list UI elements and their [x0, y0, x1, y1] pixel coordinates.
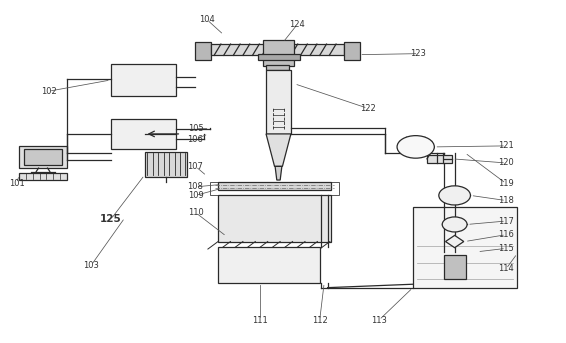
Text: 109: 109 [187, 191, 203, 200]
Bar [218, 196, 331, 241]
Bar [19, 173, 67, 180]
Text: 123: 123 [410, 49, 426, 58]
Text: 107: 107 [187, 162, 203, 171]
Text: 106: 106 [187, 134, 203, 144]
Bar [444, 255, 466, 279]
Circle shape [442, 217, 467, 232]
Bar [24, 149, 62, 165]
Bar [209, 182, 340, 196]
Text: 121: 121 [498, 141, 514, 150]
Text: 104: 104 [199, 15, 215, 24]
Bar [258, 54, 300, 60]
Bar [111, 64, 175, 96]
Bar [266, 64, 289, 70]
Bar [195, 42, 211, 60]
Polygon shape [266, 134, 291, 166]
Bar [266, 70, 291, 134]
Text: 116: 116 [498, 230, 514, 239]
Text: 119: 119 [498, 179, 514, 188]
Bar [413, 208, 517, 288]
Bar [211, 44, 344, 55]
Bar [145, 152, 187, 177]
Bar [344, 42, 360, 60]
Text: 113: 113 [371, 316, 387, 324]
Text: 101: 101 [8, 179, 24, 188]
Polygon shape [445, 235, 464, 248]
Text: 125: 125 [100, 214, 122, 224]
Bar [218, 182, 331, 190]
Text: 117: 117 [498, 216, 514, 226]
Text: 118: 118 [498, 196, 514, 205]
Text: 105: 105 [187, 124, 203, 133]
Circle shape [397, 135, 434, 158]
Text: 114: 114 [498, 264, 514, 273]
Bar [218, 247, 320, 283]
Bar [111, 119, 175, 149]
Polygon shape [275, 166, 282, 180]
Text: 103: 103 [83, 261, 99, 270]
Text: 110: 110 [187, 208, 203, 217]
Bar [427, 155, 452, 163]
Text: 102: 102 [41, 87, 57, 96]
Text: 122: 122 [360, 104, 376, 113]
Text: 120: 120 [498, 158, 514, 167]
Text: 108: 108 [187, 182, 203, 191]
Circle shape [439, 186, 470, 205]
Bar [19, 146, 67, 168]
Text: 115: 115 [498, 244, 514, 253]
Text: 124: 124 [289, 20, 305, 29]
Text: 111: 111 [252, 316, 268, 324]
Bar [263, 40, 294, 66]
Text: 112: 112 [312, 316, 328, 324]
